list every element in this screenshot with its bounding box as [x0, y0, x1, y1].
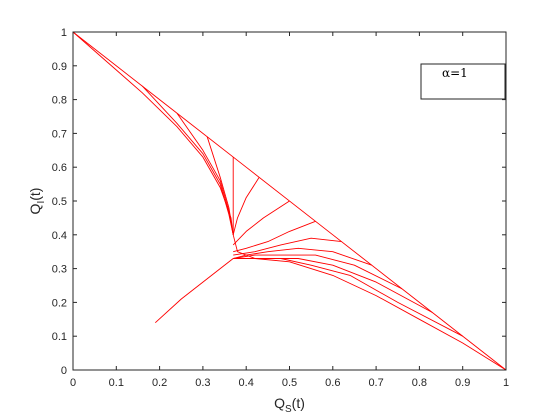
- y-tick-label-2: 0.2: [52, 297, 67, 309]
- y-tick-label-0: 0: [61, 365, 67, 377]
- x-tick-label-7: 0.7: [368, 377, 383, 389]
- ticks-group: 0 0.1 0.2 0.3 0.4 0.5 0.6 0.7 0.8 0.9 1 0 0.1 0.2 0.3 0…: [52, 27, 509, 389]
- x-tick-label-3: 0.3: [195, 377, 210, 389]
- series-line-10: [233, 237, 342, 256]
- x-tick-label-1: 0.1: [109, 377, 124, 389]
- y-tick-label-1: 0.1: [52, 331, 67, 343]
- y-axis-title: QI(t): [27, 188, 47, 215]
- x-tick-label-4: 0.4: [239, 377, 254, 389]
- series-line-5: [206, 136, 234, 235]
- legend-label: α=1: [442, 66, 468, 80]
- series-line-1: [154, 258, 234, 324]
- y-tick-label-9: 0.9: [52, 61, 67, 73]
- x-axis-title-sub: S: [285, 404, 292, 415]
- legend-box: [420, 63, 506, 100]
- legend: α=1: [420, 63, 506, 100]
- x-tick-label-9: 0.9: [455, 377, 470, 389]
- x-tick-label-5: 0.5: [282, 377, 297, 389]
- y-axis-title-sub: I: [36, 201, 47, 204]
- y-tick-label-7: 0.7: [52, 128, 67, 140]
- series-line-9: [233, 220, 316, 253]
- series-line-11: [233, 247, 372, 266]
- series-line-7: [232, 177, 260, 235]
- series-group: [72, 31, 507, 371]
- y-tick-label-6: 0.6: [52, 162, 67, 174]
- x-axis-title-suffix: (t): [292, 395, 305, 411]
- x-axis-title-main: Q: [274, 395, 285, 411]
- y-tick-label-4: 0.4: [52, 230, 67, 242]
- x-tick-label-0: 0: [70, 377, 76, 389]
- y-tick-label-8: 0.8: [52, 95, 67, 107]
- x-tick-label-8: 0.8: [412, 377, 427, 389]
- x-tick-label-6: 0.6: [325, 377, 340, 389]
- y-tick-label-10: 1: [61, 27, 67, 39]
- series-line-14: [233, 258, 463, 337]
- series-line-3: [141, 85, 234, 235]
- x-axis-title: QS(t): [274, 395, 305, 415]
- y-axis-title-suffix: (t): [27, 188, 43, 201]
- x-tick-label-10: 1: [503, 377, 509, 389]
- y-tick-label-5: 0.5: [52, 196, 67, 208]
- x-tick-label-2: 0.2: [152, 377, 167, 389]
- y-axis-title-main: Q: [27, 203, 43, 214]
- series-line-8: [232, 200, 290, 246]
- y-tick-label-3: 0.3: [52, 264, 67, 276]
- series-line-12: [233, 254, 403, 290]
